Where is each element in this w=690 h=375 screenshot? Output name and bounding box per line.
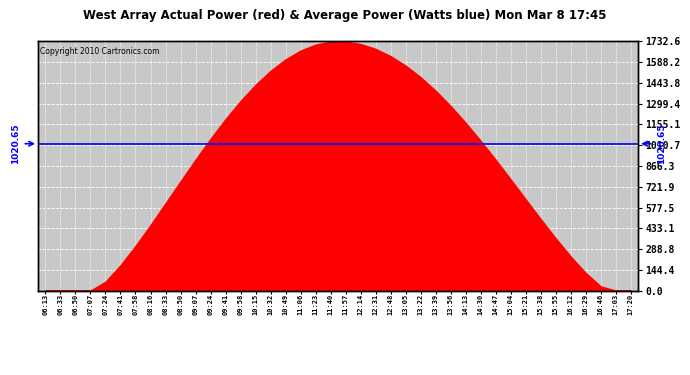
Text: 1020.65: 1020.65	[643, 123, 666, 164]
Text: West Array Actual Power (red) & Average Power (Watts blue) Mon Mar 8 17:45: West Array Actual Power (red) & Average …	[83, 9, 607, 22]
Text: Copyright 2010 Cartronics.com: Copyright 2010 Cartronics.com	[40, 48, 159, 57]
Text: 1020.65: 1020.65	[10, 123, 33, 164]
